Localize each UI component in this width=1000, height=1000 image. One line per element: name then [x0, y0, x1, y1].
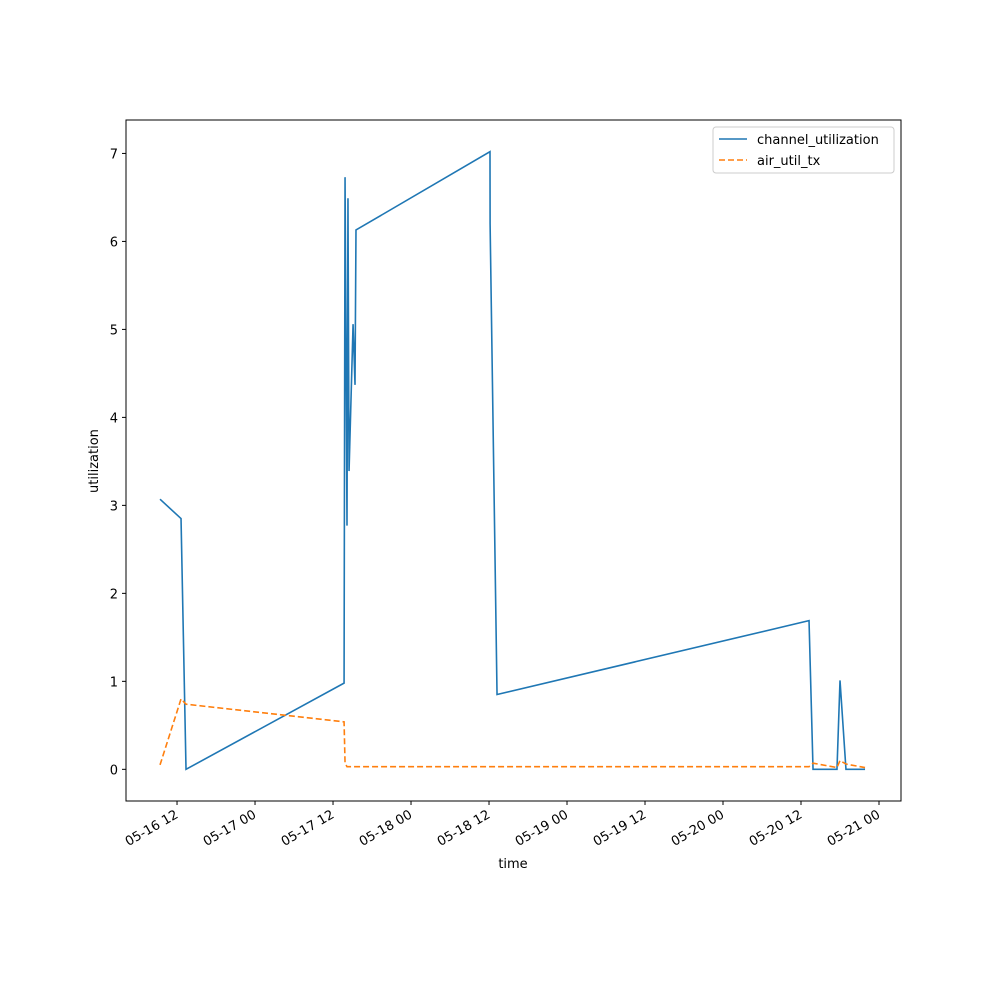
y-axis-label: utilization [87, 429, 102, 493]
x-tick-label: 05-20 12 [747, 807, 805, 849]
y-tick-label: 4 [110, 411, 118, 426]
y-tick-label: 6 [110, 235, 118, 250]
plot-frame [125, 119, 902, 802]
y-tick-label: 2 [110, 587, 118, 602]
series-line [159, 150, 866, 771]
legend-label: air_util_tx [757, 154, 821, 169]
x-tick-label: 05-18 00 [357, 807, 415, 849]
x-tick-label: 05-21 00 [825, 807, 883, 849]
y-tick-label: 7 [110, 147, 118, 162]
series-line [159, 697, 866, 769]
y-tick-label: 0 [110, 763, 118, 778]
legend-label: channel_utilization [757, 133, 879, 148]
y-tick-label: 3 [110, 499, 118, 514]
x-tick-label: 05-19 12 [591, 807, 649, 849]
x-tick-label: 05-20 00 [669, 807, 727, 849]
x-tick-label: 05-17 00 [201, 807, 259, 849]
x-tick-label: 05-18 12 [435, 807, 493, 849]
y-tick-label: 5 [110, 323, 118, 338]
legend-box [712, 126, 895, 174]
x-tick-label: 05-16 12 [123, 807, 181, 849]
x-tick-label: 05-19 00 [513, 807, 571, 849]
x-tick-label: 05-17 12 [279, 807, 337, 849]
x-axis-label: time [498, 857, 527, 872]
y-tick-label: 1 [110, 675, 118, 690]
